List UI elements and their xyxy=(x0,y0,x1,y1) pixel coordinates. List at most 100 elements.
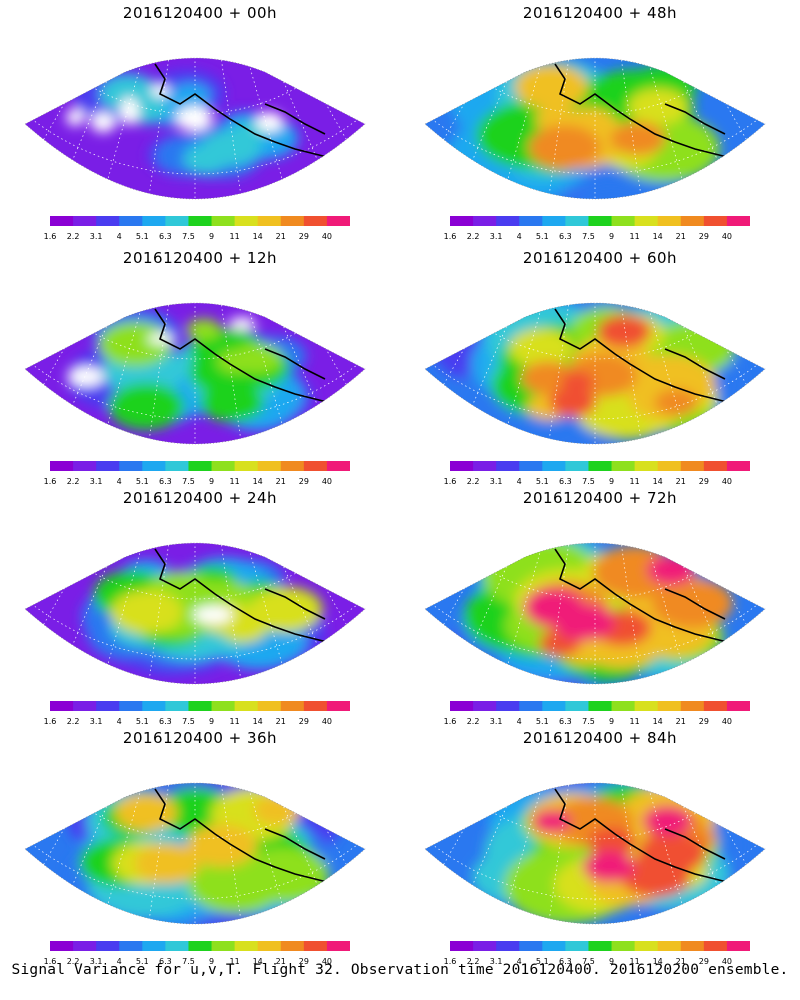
colorbar-tick-label: 14 xyxy=(252,232,263,241)
colorbar-tick-label: 3.1 xyxy=(489,957,503,966)
colorbar-tick-label: 11 xyxy=(629,717,640,726)
colorbar-segment xyxy=(257,216,282,226)
colorbar-tick-label: 9 xyxy=(608,957,615,966)
colorbar xyxy=(450,461,750,471)
colorbar-labels: 1.6 2.2 3.1 4 5.1 6.3 7.5 9 11 14 21 29 40 xyxy=(44,477,350,489)
colorbar-tick-label: 7.5 xyxy=(582,232,595,241)
colorbar-tick-label: 14 xyxy=(252,957,263,966)
variance-contour xyxy=(108,383,185,430)
colorbar-segment xyxy=(303,941,328,951)
colorbar-labels: 1.6 2.2 3.1 4 5.1 6.3 7.5 9 11 14 21 29 40 xyxy=(444,717,750,729)
colorbar-segment xyxy=(73,461,97,471)
missing-data-area xyxy=(192,605,233,624)
variance-contour xyxy=(642,805,693,836)
colorbar-tick-label: 3.1 xyxy=(489,717,503,726)
colorbar-segment xyxy=(680,461,705,471)
colorbar-segment xyxy=(657,461,682,471)
colorbar-tick-label: 2.2 xyxy=(66,232,80,241)
colorbar-tick-label: 7.5 xyxy=(182,957,195,966)
colorbar-segment xyxy=(703,701,728,711)
variance-map xyxy=(24,57,366,200)
colorbar-segment xyxy=(119,701,143,711)
colorbar-segment xyxy=(588,701,613,711)
colorbar-tick-label: 21 xyxy=(675,957,686,966)
domain-outline xyxy=(424,542,766,685)
colorbar-tick-label: 9 xyxy=(208,957,215,966)
figure-caption: Signal Variance for u,v,T. Flight 32. Ob… xyxy=(11,962,789,978)
colorbar-tick-label: 21 xyxy=(275,717,286,726)
colorbar-tick-label: 3.1 xyxy=(89,232,103,241)
colorbar-tick-label: 11 xyxy=(229,717,240,726)
colorbar-tick-label: 14 xyxy=(652,477,663,486)
map-panel: 2016120400 + 24h 1.6 2.2 3.1 4 5.1 6.3 7.5 9 11 14… xyxy=(10,485,390,726)
colorbar-tick-label: 1.6 xyxy=(43,717,57,726)
colorbar-segment xyxy=(496,216,520,226)
colorbar-tick-label: 1.6 xyxy=(443,477,457,486)
colorbar-segment xyxy=(119,216,143,226)
colorbar-segment xyxy=(211,941,236,951)
colorbar-segment xyxy=(119,941,143,951)
missing-data-area xyxy=(66,108,85,126)
colorbar-segment xyxy=(50,941,74,951)
colorbar-tick-label: 4 xyxy=(116,232,122,241)
colorbar-segment xyxy=(188,461,213,471)
colorbar-tick-label: 9 xyxy=(208,232,215,241)
colorbar-segment xyxy=(96,216,120,226)
variance-contour xyxy=(253,795,302,825)
colorbar-segment xyxy=(634,701,659,711)
colorbar-segment xyxy=(73,941,97,951)
colorbar-segment xyxy=(234,216,259,226)
colorbar-segment xyxy=(73,701,97,711)
variance-contour xyxy=(134,843,201,884)
colorbar-tick-label: 3.1 xyxy=(489,232,503,241)
colorbar xyxy=(50,461,350,471)
colorbar-tick-label: 21 xyxy=(275,957,286,966)
colorbar-tick-label: 7.5 xyxy=(582,477,595,486)
colorbar-segment xyxy=(611,216,636,226)
colorbar-tick-label: 3.1 xyxy=(89,957,103,966)
colorbar-segment xyxy=(519,701,543,711)
colorbar-labels: 1.6 2.2 3.1 4 5.1 6.3 7.5 9 11 14 21 29 40 xyxy=(44,232,350,244)
variance-contour xyxy=(509,328,574,368)
variance-contour xyxy=(533,132,582,163)
colorbar-segment xyxy=(326,216,350,226)
colorbar-segment xyxy=(142,941,166,951)
colorbar-tick-label: 5.1 xyxy=(135,717,149,726)
variance-contour xyxy=(201,129,261,166)
colorbar-tick-label: 21 xyxy=(275,232,286,241)
colorbar-tick-label: 5.1 xyxy=(535,957,549,966)
colorbar-tick-label: 29 xyxy=(298,232,309,241)
colorbar xyxy=(50,216,350,226)
colorbar-segment xyxy=(680,701,705,711)
colorbar-tick-label: 40 xyxy=(321,232,333,241)
colorbar-tick-label: 5.1 xyxy=(135,232,149,241)
colorbar-tick-label: 9 xyxy=(608,232,615,241)
colorbar-segment xyxy=(96,701,120,711)
colorbar-tick-label: 14 xyxy=(652,717,663,726)
colorbar-segment xyxy=(188,941,213,951)
colorbar-tick-label: 7.5 xyxy=(182,717,195,726)
colorbar-segment xyxy=(142,461,166,471)
colorbar-segment xyxy=(165,941,189,951)
colorbar-tick-label: 29 xyxy=(698,957,709,966)
colorbar-segment xyxy=(326,941,350,951)
colorbar-tick-label: 6.3 xyxy=(159,477,172,486)
colorbar-tick-label: 4 xyxy=(516,232,522,241)
colorbar-segment xyxy=(519,461,543,471)
variance-contour xyxy=(99,75,160,113)
variance-contour xyxy=(610,121,666,156)
colorbar-segment xyxy=(726,461,750,471)
colorbar-segment xyxy=(257,461,282,471)
domain-outline xyxy=(24,542,366,685)
colorbar-segment xyxy=(542,701,566,711)
map-panel: 2016120400 + 36h 1.6 2.2 3.1 4 5.1 6.3 7.5 9 11 14… xyxy=(10,725,390,966)
colorbar-tick-label: 9 xyxy=(608,717,615,726)
colorbar-segment xyxy=(542,216,566,226)
colorbar-tick-label: 3.1 xyxy=(489,477,503,486)
colorbar-tick-label: 4 xyxy=(516,957,522,966)
panel-title: 2016120400 + 48h xyxy=(522,4,678,22)
colorbar-tick-label: 40 xyxy=(721,957,733,966)
colorbar-tick-label: 7.5 xyxy=(182,232,195,241)
domain-outline xyxy=(24,302,366,445)
colorbar-segment xyxy=(326,701,350,711)
